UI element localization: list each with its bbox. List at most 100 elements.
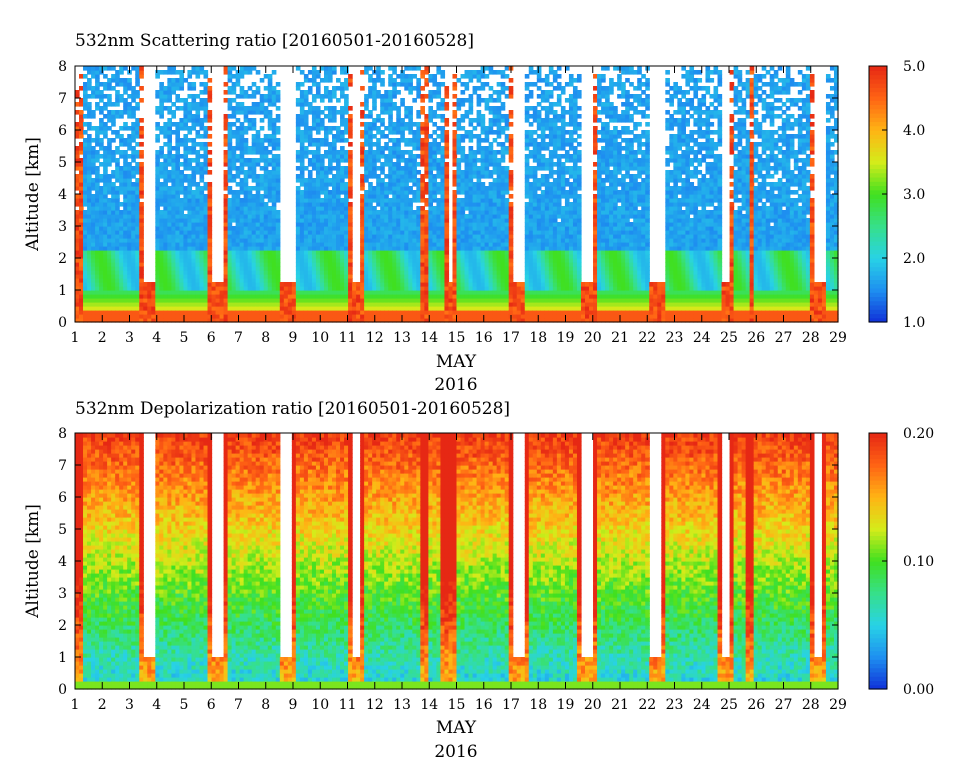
colorbar-segment: [869, 181, 887, 186]
colorbar-segment: [869, 194, 887, 199]
depolarization-chart-title: 532nm Depolarization ratio [20160501-201…: [75, 399, 510, 419]
colorbar-segment: [869, 493, 887, 498]
colorbar-segment: [869, 301, 887, 306]
x-tick-label: 11: [339, 330, 357, 346]
colorbar-segment: [869, 433, 887, 438]
x-tick-label: 29: [829, 330, 847, 346]
colorbar-segment: [869, 484, 887, 489]
colorbar-segment: [869, 540, 887, 545]
y-tick-label: 1: [58, 283, 67, 299]
colorbar-segment: [869, 292, 887, 297]
colorbar-segment: [869, 506, 887, 511]
depolarization-heatmap: [75, 433, 839, 690]
scattering-y-axis-label: Altitude [km]: [23, 137, 43, 252]
colorbar-segment: [869, 634, 887, 639]
colorbar-segment: [869, 497, 887, 502]
x-tick-label: 4: [152, 330, 161, 346]
colorbar-segment: [869, 578, 887, 583]
x-tick-label: 6: [207, 697, 216, 713]
x-tick-label: 6: [207, 330, 216, 346]
colorbar-segment: [869, 156, 887, 161]
colorbar-tick-label: 0.00: [903, 682, 934, 698]
colorbar-segment: [869, 96, 887, 101]
colorbar-segment: [869, 582, 887, 587]
x-tick-label: 23: [666, 697, 684, 713]
colorbar-segment: [869, 437, 887, 442]
x-tick-label: 22: [638, 330, 656, 346]
colorbar-segment: [869, 113, 887, 118]
x-tick-label: 8: [261, 330, 270, 346]
colorbar-segment: [869, 599, 887, 604]
x-tick-label: 26: [747, 697, 765, 713]
y-tick-label: 4: [58, 554, 67, 570]
colorbar-segment: [869, 168, 887, 173]
colorbar-segment: [869, 561, 887, 566]
colorbar-segment: [869, 203, 887, 208]
colorbar-tick-label: 4.0: [903, 123, 925, 139]
x-tick-label: 26: [747, 330, 765, 346]
x-tick-label: 2: [98, 330, 107, 346]
colorbar-segment: [869, 668, 887, 673]
colorbar-segment: [869, 249, 887, 254]
x-tick-label: 15: [448, 330, 466, 346]
colorbar-segment: [869, 109, 887, 114]
x-tick-label: 7: [234, 697, 243, 713]
x-tick-label: 17: [502, 697, 520, 713]
x-tick-label: 11: [339, 697, 357, 713]
colorbar-segment: [869, 207, 887, 212]
colorbar-segment: [869, 83, 887, 88]
colorbar-segment: [869, 134, 887, 139]
x-tick-label: 22: [638, 697, 656, 713]
colorbar-segment: [869, 296, 887, 301]
colorbar-segment: [869, 143, 887, 148]
colorbar-segment: [869, 531, 887, 536]
scattering-x-axis-year: 2016: [434, 375, 477, 395]
x-tick-label: 19: [557, 697, 575, 713]
x-tick-label: 14: [420, 330, 438, 346]
scattering-colorbar: 1.02.03.04.05.0: [869, 59, 925, 331]
x-tick-label: 12: [366, 330, 384, 346]
x-tick-label: 28: [802, 697, 820, 713]
colorbar-segment: [869, 309, 887, 314]
x-tick-label: 2: [98, 697, 107, 713]
y-tick-label: 7: [58, 91, 67, 107]
y-tick-label: 2: [58, 251, 67, 267]
colorbar-tick-label: 5.0: [903, 59, 925, 75]
colorbar-segment: [869, 527, 887, 532]
depolarization-x-axis-year: 2016: [434, 742, 477, 762]
y-tick-label: 3: [58, 219, 67, 235]
x-tick-label: 9: [289, 330, 298, 346]
colorbar-segment: [869, 198, 887, 203]
colorbar-segment: [869, 523, 887, 528]
colorbar-segment: [869, 160, 887, 165]
colorbar-segment: [869, 676, 887, 681]
x-tick-label: 15: [448, 697, 466, 713]
colorbar-tick-label: 2.0: [903, 251, 925, 267]
y-tick-label: 7: [58, 458, 67, 474]
x-tick-label: 20: [584, 697, 602, 713]
depolarization-y-axis-label: Altitude [km]: [23, 504, 43, 619]
colorbar-segment: [869, 446, 887, 451]
x-tick-label: 13: [393, 697, 411, 713]
colorbar-segment: [869, 544, 887, 549]
scattering-ratio-panel: 532nm Scattering ratio [20160501-2016052…: [23, 31, 925, 395]
colorbar-tick-label: 1.0: [903, 315, 925, 331]
x-tick-label: 1: [71, 330, 80, 346]
y-tick-label: 6: [58, 123, 67, 139]
x-tick-label: 25: [720, 330, 738, 346]
colorbar-segment: [869, 237, 887, 242]
colorbar-segment: [869, 258, 887, 263]
colorbar-segment: [869, 548, 887, 553]
depolarization-ratio-panel: 532nm Depolarization ratio [20160501-201…: [23, 399, 934, 762]
colorbar-tick-label: 0.10: [903, 554, 934, 570]
x-tick-label: 29: [829, 697, 847, 713]
colorbar-segment: [869, 476, 887, 481]
colorbar-segment: [869, 625, 887, 630]
x-tick-label: 4: [152, 697, 161, 713]
x-tick-label: 10: [311, 330, 329, 346]
colorbar-segment: [869, 100, 887, 105]
x-tick-label: 27: [775, 330, 793, 346]
colorbar-segment: [869, 450, 887, 455]
y-tick-label: 8: [58, 59, 67, 75]
x-tick-label: 27: [775, 697, 793, 713]
